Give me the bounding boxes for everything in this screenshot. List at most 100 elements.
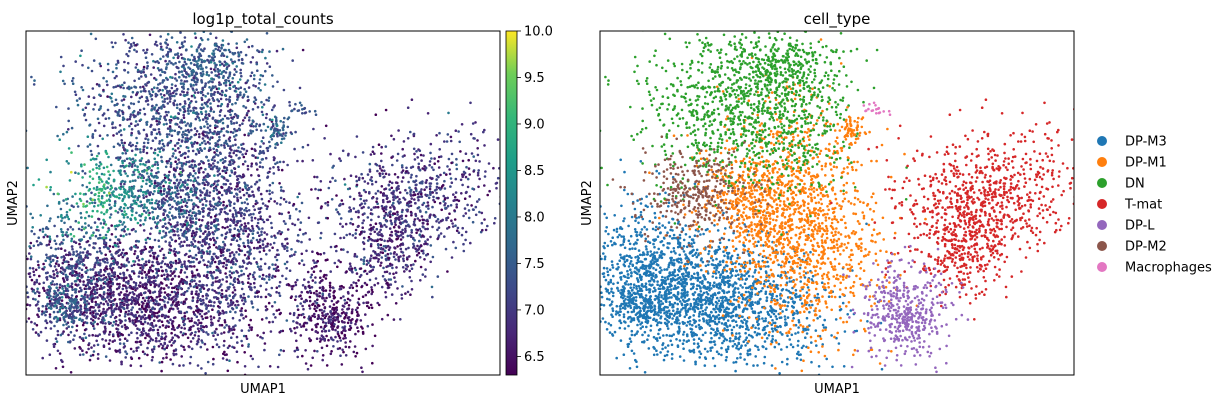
count-point (67, 340, 70, 344)
count-point (53, 224, 56, 228)
count-point (142, 49, 145, 52)
count-point (190, 347, 194, 351)
count-point (260, 50, 264, 54)
count-point (239, 50, 243, 54)
count-point (174, 261, 178, 265)
count-point (98, 233, 102, 237)
count-point (108, 300, 112, 303)
count-point (228, 110, 232, 113)
count-point (197, 294, 200, 298)
count-point (227, 305, 230, 308)
count-point (162, 225, 165, 228)
count-point (206, 294, 210, 297)
count-point (143, 270, 147, 274)
count-point (184, 230, 188, 234)
count-point (143, 317, 147, 321)
count-point (99, 278, 103, 282)
count-point (198, 199, 202, 202)
count-point (154, 324, 158, 327)
count-point (174, 215, 177, 219)
count-point (131, 111, 135, 114)
count-point (56, 256, 59, 260)
count-point (169, 75, 172, 79)
count-point (165, 113, 169, 117)
count-point (169, 161, 173, 165)
count-point (218, 92, 222, 96)
count-point (136, 311, 139, 314)
count-point (193, 32, 197, 35)
count-point (183, 57, 186, 61)
count-point (192, 236, 196, 239)
count-point (179, 127, 183, 130)
count-point (62, 64, 65, 68)
count-point (183, 265, 187, 268)
count-point (174, 115, 177, 118)
count-point (171, 205, 174, 209)
count-point (126, 391, 129, 394)
count-point (225, 55, 229, 59)
count-point (249, 129, 252, 132)
count-point (170, 304, 173, 307)
count-point (68, 251, 71, 254)
count-point (232, 234, 235, 238)
count-point (128, 247, 132, 250)
count-point (284, 222, 287, 225)
count-point (33, 232, 36, 236)
count-point (228, 252, 232, 255)
count-point (190, 292, 193, 296)
count-point (151, 192, 155, 196)
count-point (71, 77, 75, 80)
count-point (157, 200, 161, 203)
count-point (33, 322, 37, 325)
count-point (225, 289, 228, 293)
count-point (113, 316, 117, 320)
count-point (231, 316, 235, 320)
count-point (81, 169, 84, 173)
count-point (262, 142, 265, 145)
count-point (168, 218, 172, 221)
count-point (205, 331, 208, 334)
count-point (180, 167, 184, 170)
count-point (255, 128, 258, 132)
count-point (146, 64, 149, 68)
count-point (120, 362, 123, 366)
count-point (131, 291, 134, 294)
count-point (171, 197, 175, 200)
count-point (159, 42, 162, 45)
count-point (118, 342, 122, 345)
count-point (234, 263, 237, 266)
count-point (141, 285, 145, 289)
count-point (308, 238, 312, 241)
count-point (204, 224, 208, 228)
count-point (116, 142, 120, 146)
count-point (171, 154, 174, 158)
count-point (182, 94, 186, 97)
count-point (136, 68, 140, 72)
count-point (134, 114, 137, 118)
count-point (139, 343, 143, 346)
count-point (210, 262, 214, 265)
count-point (121, 83, 124, 87)
count-point (138, 7, 141, 10)
count-point (102, 124, 106, 128)
count-point (152, 279, 156, 283)
count-point (312, 127, 315, 131)
count-point (213, 151, 216, 154)
count-point (268, 215, 272, 218)
count-point (110, 233, 114, 236)
count-point (60, 247, 63, 250)
count-point (107, 342, 111, 346)
count-point (118, 248, 121, 252)
count-point (111, 333, 115, 336)
count-point (253, 277, 257, 281)
count-point (19, 294, 22, 297)
count-point (195, 204, 198, 207)
count-point (158, 69, 161, 72)
count-point (99, 284, 103, 288)
count-point (197, 67, 200, 70)
count-point (260, 197, 264, 201)
count-point (164, 314, 168, 318)
count-point (183, 223, 187, 226)
count-point (180, 355, 183, 358)
count-point (178, 102, 182, 106)
